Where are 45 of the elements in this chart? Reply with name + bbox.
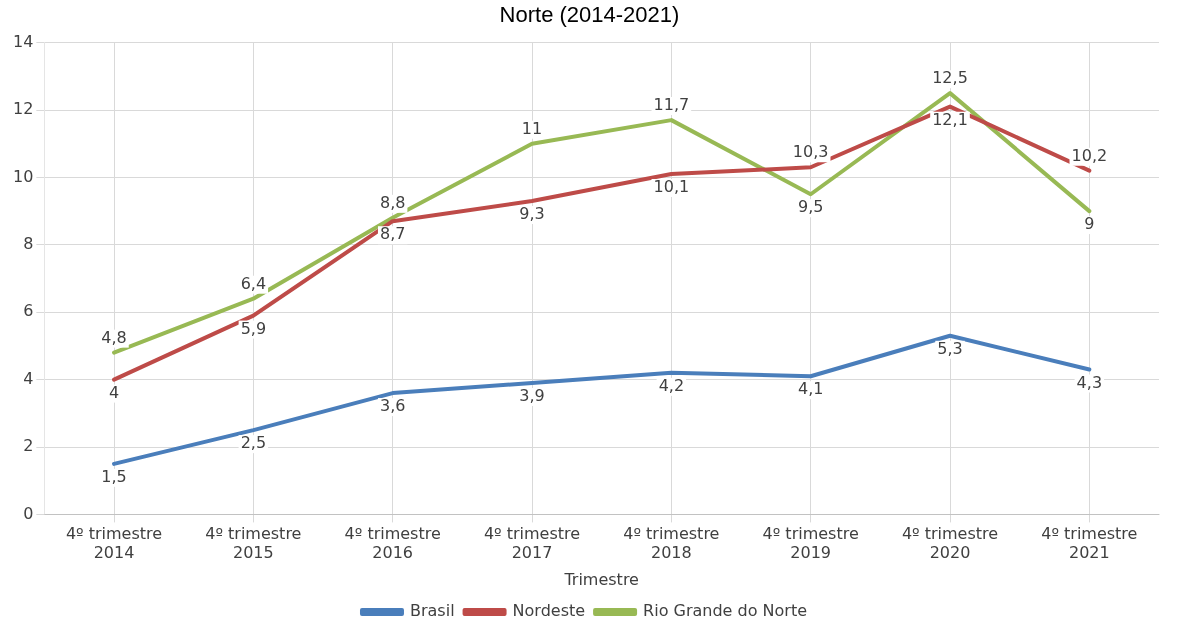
x-tick-label: 4º trimestre 2018 [623, 524, 720, 563]
data-label: 10,3 [792, 142, 829, 162]
data-label: 3,6 [379, 396, 406, 416]
data-label: 4,3 [1076, 372, 1103, 392]
x-tick-label: 4º trimestre 2019 [762, 524, 859, 563]
y-tick-label: 14 [13, 31, 34, 51]
data-label: 8,7 [379, 224, 406, 244]
data-label: 12,5 [932, 68, 968, 88]
data-label: 1,5 [101, 467, 127, 487]
x-tick-label: 4º trimestre 2021 [1041, 524, 1138, 563]
chart-title: Norte (2014-2021) [498, 1, 681, 29]
y-tick-label: 12 [13, 99, 34, 119]
data-label: 9,3 [519, 204, 545, 224]
data-label: 4 [108, 382, 120, 402]
x-tick-label: 4º trimestre 2015 [205, 524, 302, 563]
data-label: 3,9 [519, 386, 545, 406]
y-tick-label: 10 [13, 166, 34, 186]
y-tick-label: 8 [23, 233, 34, 253]
x-tick-label: 4º trimestre 2014 [65, 524, 163, 563]
legend-label: Nordeste [512, 601, 586, 621]
data-label: 4,1 [797, 379, 824, 399]
x-axis-title: Trimestre [563, 569, 639, 589]
x-tick-label: 4º trimestre 2016 [344, 524, 441, 563]
data-label: 11,7 [653, 95, 690, 115]
data-label: 9,5 [797, 197, 824, 217]
data-label: 9 [1084, 214, 1095, 234]
y-tick-label: 0 [23, 503, 34, 523]
data-label: 2,5 [240, 433, 267, 453]
data-label: 10,1 [653, 177, 690, 197]
legend-label: Rio Grande do Norte [643, 601, 808, 621]
data-label: 8,8 [379, 193, 406, 212]
data-label: 6,4 [240, 273, 267, 293]
x-tick-label: 4º trimestre 2017 [483, 524, 581, 563]
y-tick-label: 6 [23, 301, 34, 321]
legend-label: Brasil [409, 601, 455, 621]
data-label: 11 [521, 118, 543, 138]
data-label: 4,2 [658, 376, 685, 396]
y-tick-label: 4 [23, 368, 34, 388]
data-label: 12,1 [932, 109, 968, 129]
data-label: 10,2 [1071, 145, 1108, 165]
y-tick-label: 2 [23, 436, 34, 456]
data-label: 4,8 [101, 327, 127, 347]
data-label: 5,3 [937, 338, 963, 358]
x-tick-label: 4º trimestre 2020 [901, 524, 999, 563]
data-label: 5,9 [240, 318, 267, 338]
